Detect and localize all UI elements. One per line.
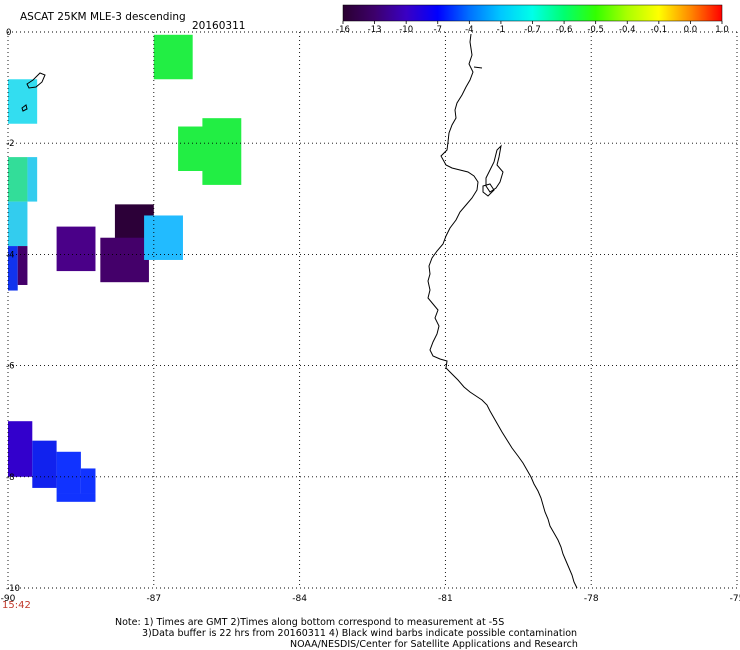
colorbar-label: -0.7 bbox=[524, 25, 541, 35]
colorbar-label: -0.1 bbox=[651, 25, 668, 35]
lon-tick-label: -81 bbox=[438, 594, 453, 604]
wind-cell bbox=[80, 468, 96, 494]
note-line-3: NOAA/NESDIS/Center for Satellite Applica… bbox=[290, 639, 578, 650]
map-date: 20160311 bbox=[192, 20, 246, 32]
colorbar-label: -0.4 bbox=[619, 25, 636, 35]
colorbar-label: -4 bbox=[465, 25, 473, 35]
colorbar-label: -10 bbox=[399, 25, 413, 35]
wind-cell bbox=[17, 246, 28, 285]
axis-labels: -90 -87 -84 -81 -78 -75 0 -2 -4 -6 -8 -10 bbox=[1, 28, 740, 604]
map-title: ASCAT 25KM MLE-3 descending bbox=[20, 11, 186, 23]
wind-cell bbox=[56, 493, 96, 502]
wind-cell bbox=[56, 226, 96, 272]
lat-tick-label: 0 bbox=[6, 28, 11, 38]
lat-tick-label: -8 bbox=[6, 473, 14, 483]
colorbar-label: -0.6 bbox=[556, 25, 573, 35]
gulf-detail bbox=[473, 66, 504, 197]
wind-cells bbox=[8, 34, 242, 502]
lat-tick-label: -2 bbox=[6, 139, 14, 149]
lon-tick-label: -75 bbox=[730, 594, 740, 604]
time-label: 15:42 bbox=[2, 600, 31, 611]
coastline bbox=[427, 33, 578, 589]
galapagos-islands bbox=[21, 72, 46, 112]
note-line-2: 3)Data buffer is 22 hrs from 20160311 4)… bbox=[142, 628, 578, 639]
lat-lon-grid bbox=[7, 31, 738, 589]
colorbar-label: -0.5 bbox=[587, 25, 604, 35]
colorbar-label: 1.0 bbox=[715, 25, 729, 35]
wind-cell bbox=[144, 215, 183, 260]
wind-cell bbox=[32, 440, 57, 488]
lon-tick-label: -87 bbox=[146, 594, 161, 604]
lon-tick-label: -78 bbox=[584, 594, 599, 604]
wind-cell bbox=[100, 237, 149, 283]
colorbar-label: -7 bbox=[434, 25, 442, 35]
colorbar-label: -13 bbox=[368, 25, 382, 35]
note-line-1: Note: 1) Times are GMT 2)Times along bot… bbox=[115, 617, 505, 628]
wind-cell bbox=[202, 118, 242, 185]
colorbar-label: 0.0 bbox=[684, 25, 698, 35]
colorbar: -16 -13 -10 -7 -4 -1 -0.7 -0.6 -0.5 -0.4 -0.1 0.0 1.… bbox=[336, 4, 729, 35]
colorbar-label: -16 bbox=[336, 25, 350, 35]
wind-cell bbox=[8, 421, 33, 477]
lat-tick-label: -4 bbox=[6, 250, 14, 260]
wind-cell bbox=[8, 246, 18, 291]
lat-tick-label: -10 bbox=[6, 584, 20, 594]
wind-cell bbox=[56, 451, 81, 494]
colorbar-gradient bbox=[342, 4, 723, 22]
wind-cell bbox=[8, 157, 28, 202]
lon-tick-label: -90 bbox=[1, 594, 16, 604]
wind-cell bbox=[8, 201, 28, 247]
wind-cell bbox=[153, 34, 193, 80]
lon-tick-label: -84 bbox=[292, 594, 307, 604]
colorbar-label: -1 bbox=[497, 25, 505, 35]
wind-cell bbox=[8, 79, 38, 124]
wind-cell bbox=[27, 157, 38, 202]
lat-tick-label: -6 bbox=[6, 362, 14, 372]
